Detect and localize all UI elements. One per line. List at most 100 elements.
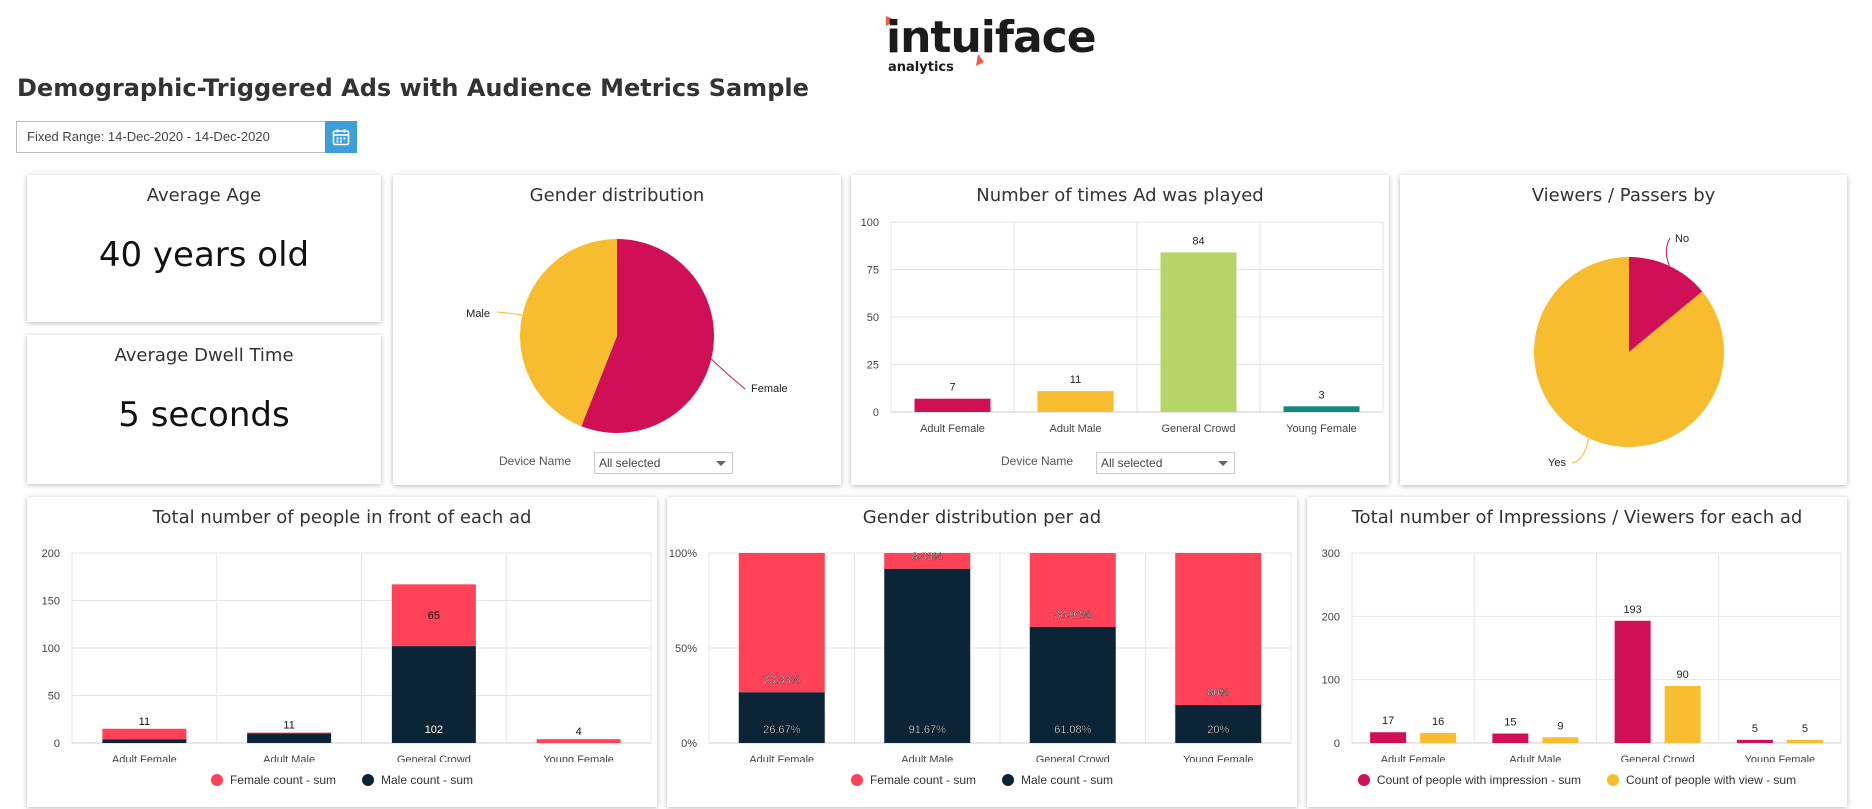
impressions-title: Total number of Impressions / Viewers fo… bbox=[1351, 507, 1803, 528]
bar-count-of-people-with-impression-sum-general-crowd bbox=[1614, 620, 1651, 743]
y-tick-label: 100 bbox=[1322, 675, 1340, 687]
x-tick-label: Adult Male bbox=[1050, 423, 1102, 435]
bar-value-label: 5 bbox=[1752, 723, 1758, 735]
bar-value-label: 7 bbox=[949, 382, 955, 394]
stack-male-adult-male bbox=[884, 568, 971, 743]
bar-value-label: 193 bbox=[1623, 604, 1641, 616]
bar-value-label: 5 bbox=[1802, 723, 1808, 735]
stack-male-count-sum-adult-female bbox=[102, 739, 187, 743]
stack-male-young-female bbox=[1175, 705, 1262, 743]
y-tick-label: 50 bbox=[48, 691, 60, 703]
average-dwell-title: Average Dwell Time bbox=[114, 345, 294, 366]
x-tick-label: Young Female bbox=[1745, 754, 1816, 762]
ad-played-bar-chart[interactable]: 0 25 50 75 100 7 11 84 3 Adult Female Adult Male Ge… bbox=[851, 175, 1389, 445]
x-tick-label: General Crowd bbox=[1036, 754, 1110, 762]
gender-pie-chart[interactable]: Female Male bbox=[393, 205, 841, 455]
x-tick-label: Adult Female bbox=[920, 423, 985, 435]
stack-value-label: 20% bbox=[1207, 724, 1229, 736]
y-tick-label: 100 bbox=[861, 217, 879, 229]
viewers-title: Viewers / Passers by bbox=[1531, 185, 1716, 206]
stack-male-count-sum-adult-male bbox=[247, 733, 332, 743]
legend-male-label: Male count - sum bbox=[381, 773, 474, 787]
logo-wordmark: intuiface bbox=[886, 12, 1097, 63]
legend-female[interactable]: Female count - sum bbox=[210, 773, 336, 787]
viewers-card: Viewers / Passers by No Yes bbox=[1400, 175, 1847, 485]
stack-value-label: 38.92% bbox=[1054, 609, 1092, 621]
stack-female-count-sum-young-female bbox=[536, 739, 621, 743]
legend-impression[interactable]: Count of people with impression - sum bbox=[1357, 773, 1581, 787]
bar-value-label: 11 bbox=[1070, 374, 1081, 386]
stack-male-count-sum-general-crowd bbox=[391, 646, 476, 743]
gender-per-ad-chart[interactable]: 0% 50% 100% 26.67% 73.33% 91.67% 8.33% 61.08% 38… bbox=[667, 497, 1297, 762]
people-card: Total number of people in front of each … bbox=[27, 497, 657, 807]
bar-count-of-people-with-impression-sum-young-female bbox=[1736, 739, 1773, 743]
average-dwell-value: 5 seconds bbox=[118, 395, 290, 435]
x-tick-label: Adult Male bbox=[901, 754, 953, 762]
legend-view-label: Count of people with view - sum bbox=[1626, 773, 1797, 787]
x-tick-label: Young Female bbox=[1286, 423, 1357, 435]
bar-count-of-people-with-view-sum-general-crowd bbox=[1664, 686, 1701, 743]
average-age-title: Average Age bbox=[146, 185, 262, 206]
pie-slice-no bbox=[1629, 257, 1703, 352]
date-range-input[interactable]: Fixed Range: 14-Dec-2020 - 14-Dec-2020 bbox=[16, 121, 325, 153]
y-tick-label: 150 bbox=[42, 596, 60, 608]
bar-count-of-people-with-view-sum-young-female bbox=[1786, 739, 1823, 743]
calendar-button[interactable] bbox=[325, 121, 357, 153]
device-name-select[interactable]: All selected bbox=[1096, 452, 1235, 474]
stack-female-young-female bbox=[1175, 553, 1262, 705]
logo-accents bbox=[886, 16, 984, 66]
bar-count-of-people-with-impression-sum-adult-male bbox=[1492, 733, 1529, 743]
x-tick-label: General Crowd bbox=[1621, 754, 1695, 762]
legend-view[interactable]: Count of people with view - sum bbox=[1607, 773, 1796, 787]
chevron-down-icon bbox=[1218, 461, 1228, 466]
people-stacked-chart[interactable]: 0 50 100 150 200 11 11 65 102 4 Adult Female Adult … bbox=[27, 497, 657, 762]
people-title: Total number of people in front of each … bbox=[152, 507, 532, 528]
pie-label-no: No bbox=[1675, 233, 1689, 245]
gender-distribution-title: Gender distribution bbox=[529, 185, 705, 206]
legend-female[interactable]: Female count - sum bbox=[850, 773, 976, 787]
legend-female-label: Female count - sum bbox=[229, 773, 336, 787]
device-name-label: Device Name bbox=[1001, 454, 1074, 468]
average-age-card: Average Age 40 years old bbox=[27, 175, 381, 322]
device-name-select[interactable]: All selected bbox=[594, 452, 733, 474]
viewers-pie-chart[interactable]: No Yes bbox=[1400, 210, 1847, 480]
device-name-label: Device Name bbox=[499, 454, 572, 468]
gender-per-ad-title: Gender distribution per ad bbox=[862, 507, 1102, 528]
device-name-select-value: All selected bbox=[1101, 456, 1163, 470]
stack-female-count-sum-adult-female bbox=[102, 728, 187, 740]
stack-value-label: 80% bbox=[1207, 687, 1229, 699]
pie-leader-male bbox=[496, 311, 525, 319]
bar-value-label: 17 bbox=[1382, 715, 1394, 727]
calendar-icon bbox=[332, 129, 350, 146]
people-legend: Female count - sum Male count - sum bbox=[27, 773, 657, 787]
page-title: Demographic-Triggered Ads with Audience … bbox=[17, 74, 809, 102]
impressions-card: Total number of Impressions / Viewers fo… bbox=[1307, 497, 1847, 807]
y-tick-label: 75 bbox=[867, 265, 879, 277]
x-tick-label: Adult Female bbox=[749, 754, 814, 762]
y-tick-label: 100% bbox=[669, 548, 697, 560]
legend-male[interactable]: Male count - sum bbox=[1002, 773, 1113, 787]
bar-value-label: 84 bbox=[1192, 235, 1204, 247]
stack-male-general-crowd bbox=[1029, 626, 1116, 743]
bar-count-of-people-with-view-sum-adult-male bbox=[1542, 737, 1579, 743]
legend-male[interactable]: Male count - sum bbox=[362, 773, 473, 787]
chevron-down-icon bbox=[716, 461, 726, 466]
stack-value-label: 91.67% bbox=[909, 724, 947, 736]
stack-female-adult-male bbox=[884, 553, 971, 569]
bar-count-of-people-with-view-sum-adult-female bbox=[1420, 732, 1457, 743]
y-tick-label: 0 bbox=[54, 738, 60, 750]
bar-value-label: 90 bbox=[1677, 669, 1689, 681]
impressions-grouped-chart[interactable]: 0 100 200 300 17 16 15 9 193 90 5 5 Adult Female Adul… bbox=[1307, 497, 1847, 762]
bar-value-label: 9 bbox=[1557, 720, 1563, 732]
stack-male-adult-female bbox=[738, 692, 825, 743]
stack-female-count-sum-general-crowd bbox=[391, 584, 476, 647]
y-tick-label: 0% bbox=[681, 738, 697, 750]
pie-slice-female bbox=[581, 239, 714, 433]
stack-value-label: 65 bbox=[428, 610, 440, 622]
y-tick-label: 200 bbox=[1322, 611, 1340, 623]
average-age-value: 40 years old bbox=[98, 235, 310, 275]
y-tick-label: 0 bbox=[873, 407, 879, 419]
y-tick-label: 0 bbox=[1334, 738, 1340, 750]
bar-count-of-people-with-impression-sum-adult-female bbox=[1370, 732, 1407, 743]
gender-per-ad-legend: Female count - sum Male count - sum bbox=[667, 773, 1297, 787]
